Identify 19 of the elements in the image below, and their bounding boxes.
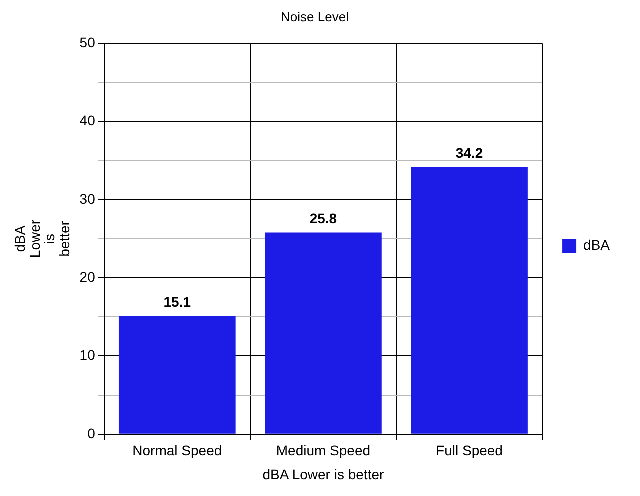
bar [118,316,236,434]
x-tick-label: Full Speed [436,442,503,459]
y-tick-label: 40 [80,112,96,129]
x-tick-label: Medium Speed [276,442,371,459]
y-tick-label: 10 [80,347,96,364]
data-label: 15.1 [164,294,192,310]
y-tick-label: 30 [80,190,96,207]
y-tick-label: 0 [88,425,96,442]
data-label: 25.8 [310,210,338,227]
y-tick-label: 50 [80,34,96,50]
data-label: 34.2 [456,144,484,161]
bar [411,167,528,434]
legend-label: dBA [584,236,611,253]
x-tick-label: Normal Speed [132,442,222,459]
x-axis-title: dBA Lower is better [262,466,384,482]
y-tick-label: 20 [80,268,96,285]
chart-title: Noise Level [281,9,350,24]
bar [265,232,382,434]
y-axis-title: dBA Lower is better [12,220,72,258]
